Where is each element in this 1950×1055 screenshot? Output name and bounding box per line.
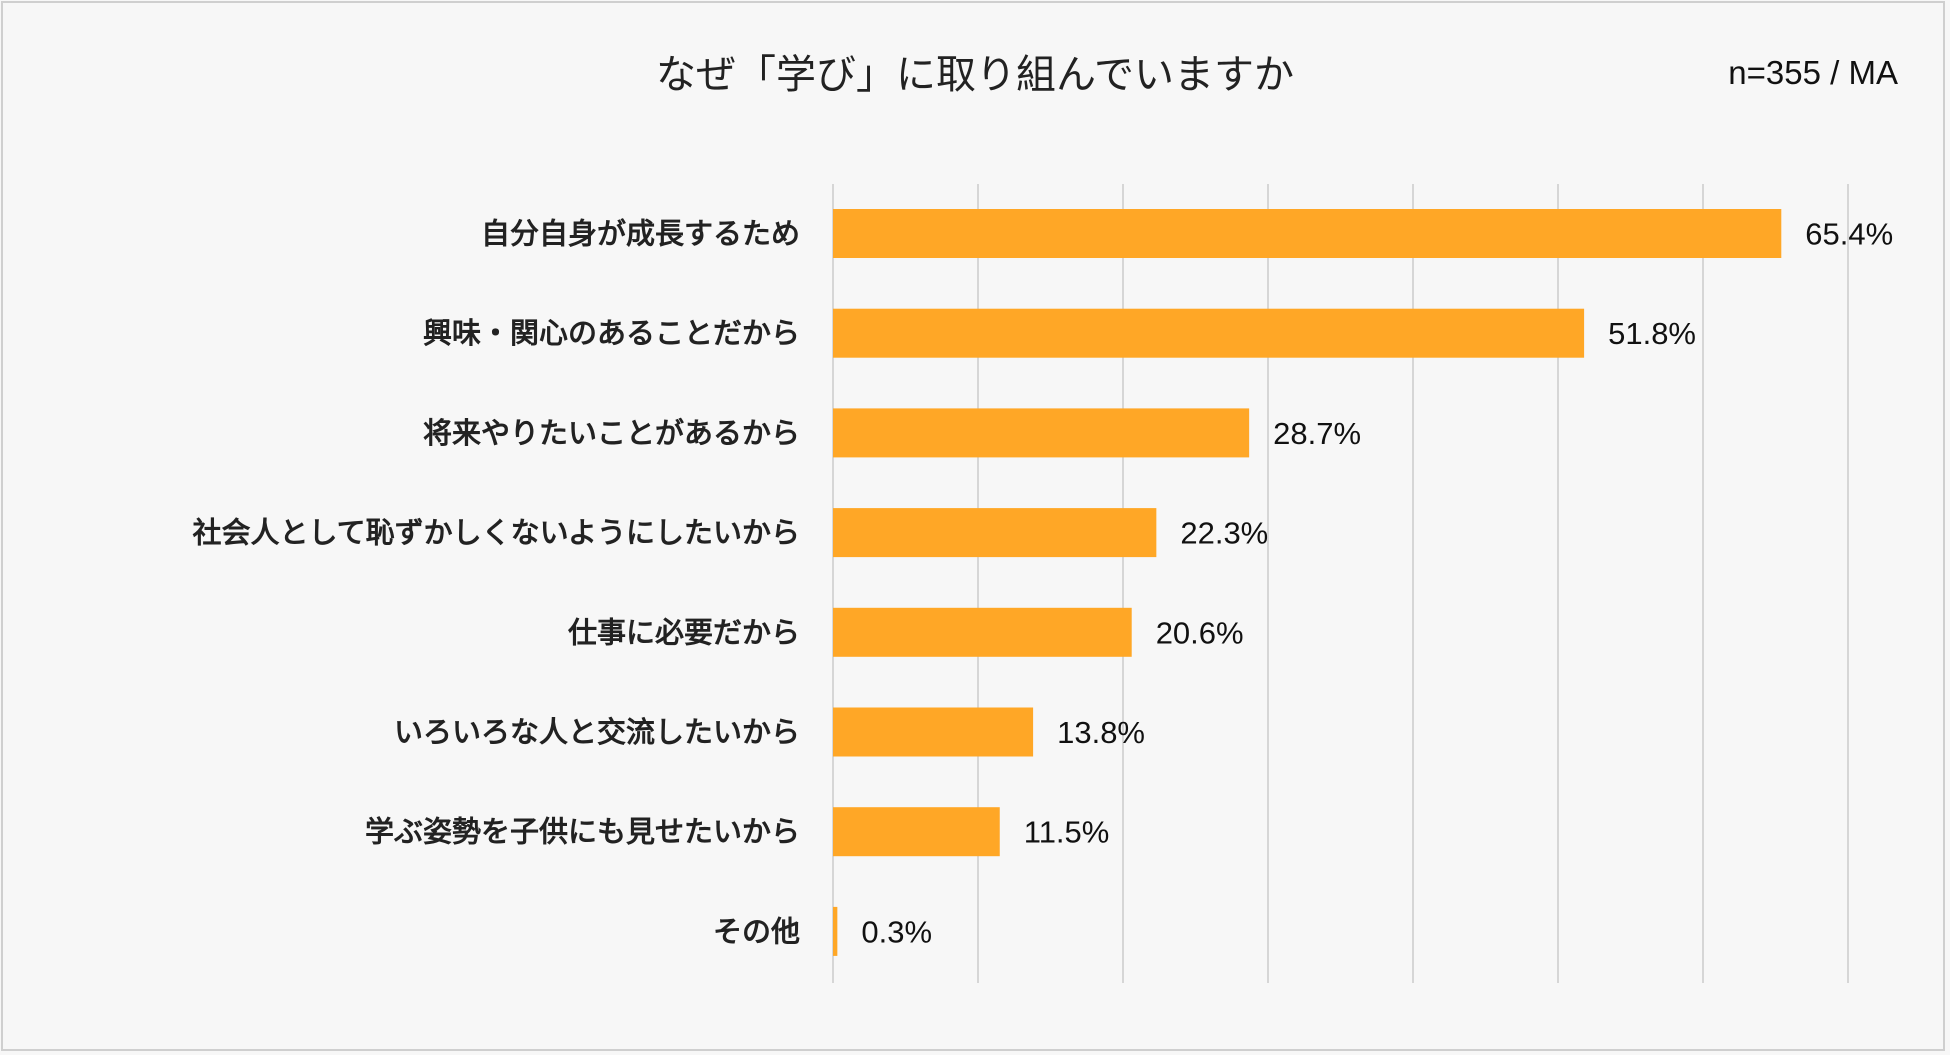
data-label: 0.3%	[861, 914, 932, 949]
category-label: 興味・関心のあることだから	[423, 316, 800, 350]
bar	[833, 906, 838, 956]
category-label: 社会人として恥ずかしくないようにしたいから	[192, 516, 800, 550]
data-label: 51.8%	[1608, 316, 1696, 351]
category-label: 仕事に必要だから	[567, 615, 800, 649]
category-label: 自分自身が成長するため	[481, 217, 800, 251]
data-label: 22.3%	[1180, 516, 1268, 551]
category-label: 将来やりたいことがあるから	[423, 416, 800, 450]
category-label: 学ぶ姿勢を子供にも見せたいから	[365, 815, 800, 849]
bar	[833, 508, 1157, 558]
data-label: 20.6%	[1156, 615, 1244, 650]
category-label: その他	[713, 914, 800, 948]
sample-note: n=355 / MA	[1728, 54, 1898, 91]
data-label: 11.5%	[1024, 815, 1110, 850]
bar	[833, 707, 1034, 757]
category-label: いろいろな人と交流したいから	[394, 715, 800, 749]
data-label: 13.8%	[1057, 715, 1145, 750]
data-label: 65.4%	[1805, 217, 1893, 252]
bar	[833, 408, 1250, 458]
chart-title: なぜ「学び」に取り組んでいますか	[656, 52, 1294, 98]
bar	[833, 209, 1782, 258]
data-label: 28.7%	[1273, 416, 1361, 451]
bar	[833, 607, 1132, 657]
bar	[833, 807, 1000, 857]
bar	[833, 308, 1585, 358]
